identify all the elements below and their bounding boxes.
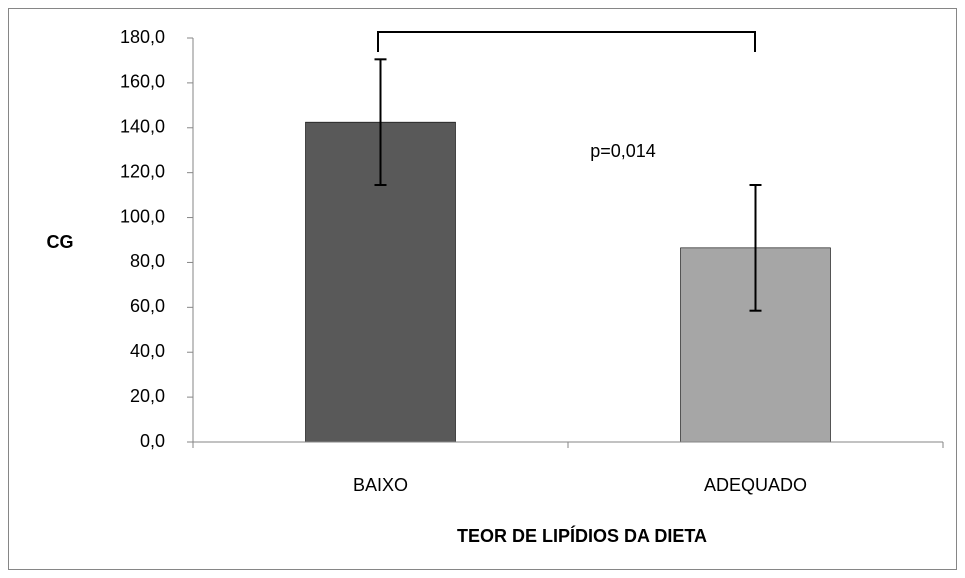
y-tick-label: 160,0 bbox=[120, 72, 165, 92]
y-tick-label: 180,0 bbox=[120, 27, 165, 47]
x-tick-label: ADEQUADO bbox=[704, 475, 807, 495]
y-axis-label: CG bbox=[47, 232, 74, 252]
y-tick-label: 40,0 bbox=[130, 341, 165, 361]
y-tick-label: 20,0 bbox=[130, 386, 165, 406]
x-axis-label: TEOR DE LIPÍDIOS DA DIETA bbox=[457, 525, 707, 546]
y-tick-label: 0,0 bbox=[140, 431, 165, 451]
y-tick-label: 80,0 bbox=[130, 251, 165, 271]
x-tick-label: BAIXO bbox=[353, 475, 408, 495]
y-tick-label: 60,0 bbox=[130, 296, 165, 316]
y-tick-label: 100,0 bbox=[120, 206, 165, 226]
y-tick-label: 140,0 bbox=[120, 117, 165, 137]
y-tick-label: 120,0 bbox=[120, 161, 165, 181]
annotation: p=0,014 bbox=[590, 141, 656, 161]
significance-bracket bbox=[377, 31, 756, 52]
